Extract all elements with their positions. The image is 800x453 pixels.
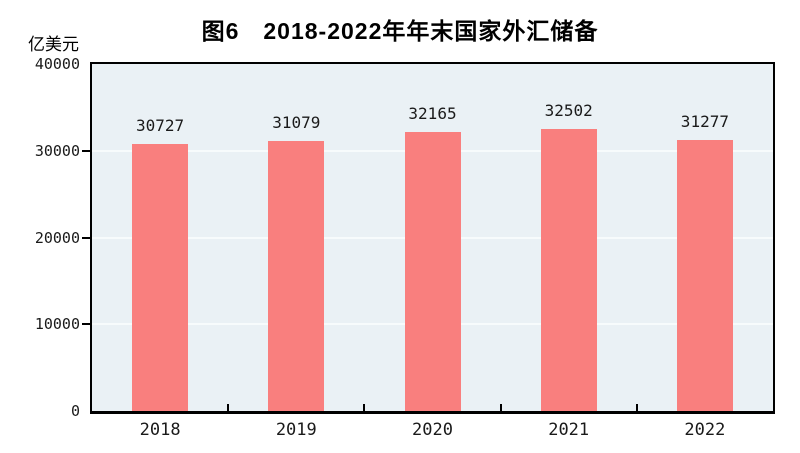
x-axis-tick-label: 2020 bbox=[412, 420, 453, 440]
y-axis-tick-label: 20000 bbox=[34, 228, 80, 247]
y-axis-tick bbox=[82, 236, 90, 239]
x-axis-tick bbox=[227, 404, 230, 411]
chart-title: 图6 2018-2022年年末国家外汇储备 bbox=[201, 18, 599, 44]
bar bbox=[404, 131, 461, 411]
x-axis-tick bbox=[635, 404, 638, 411]
y-axis-tick-label: 0 bbox=[70, 402, 80, 420]
bar-value-label: 32502 bbox=[544, 101, 593, 121]
bar bbox=[132, 144, 189, 411]
y-axis-tick-label: 40000 bbox=[34, 55, 80, 73]
y-axis-tick-label: 30000 bbox=[34, 141, 80, 160]
bar-value-label: 32165 bbox=[408, 103, 457, 123]
x-axis-tick-label: 2019 bbox=[275, 420, 317, 440]
x-axis-tick-label: 2022 bbox=[684, 420, 726, 440]
y-axis-unit-label: 亿美元 bbox=[28, 35, 79, 54]
y-axis-tick bbox=[82, 323, 90, 326]
bar bbox=[540, 129, 597, 411]
x-axis-tick bbox=[499, 404, 502, 411]
y-axis-tick-label: 10000 bbox=[34, 315, 80, 334]
bar bbox=[676, 139, 733, 411]
x-axis-tick bbox=[363, 404, 366, 411]
bar bbox=[268, 141, 325, 411]
bar-value-label: 30727 bbox=[136, 116, 185, 136]
plot-area: 30727 31079 32165 32502 31277 bbox=[90, 62, 775, 414]
x-axis-tick-label: 2021 bbox=[548, 420, 590, 440]
x-axis-tick-label: 2018 bbox=[139, 420, 181, 440]
bar-value-label: 31277 bbox=[680, 111, 729, 131]
bar-value-label: 31079 bbox=[272, 113, 321, 133]
y-axis-tick bbox=[82, 149, 90, 152]
